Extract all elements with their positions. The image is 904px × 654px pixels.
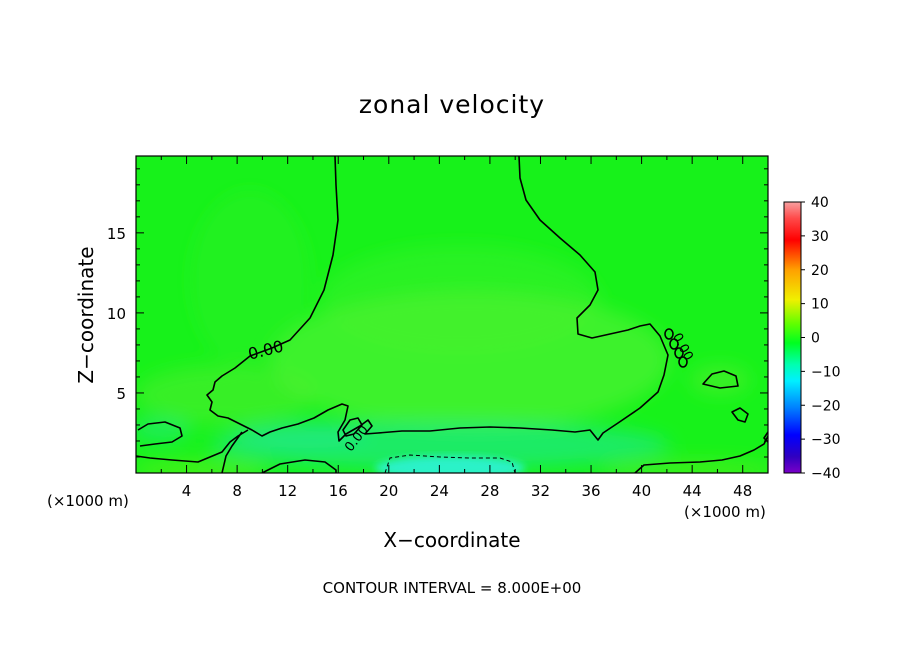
contour-closed-small — [664, 328, 674, 340]
colorbar-tick-label: −30 — [811, 432, 841, 448]
x-axis-label: X−coordinate — [383, 528, 520, 552]
plot-frame — [135, 155, 769, 474]
negative-anomaly — [230, 421, 370, 449]
x-unit-right: (×1000 m) — [684, 503, 766, 521]
contour-closed-small — [678, 356, 688, 368]
colorbar-tick-label: −20 — [811, 398, 841, 414]
positive-anomaly — [136, 460, 270, 473]
x-tick-label: 20 — [379, 482, 398, 500]
colorbar-tick-label: −40 — [811, 466, 841, 482]
x-tick-label: 48 — [733, 482, 752, 500]
contour-right-mid — [731, 407, 749, 423]
contour-bottom-mid — [261, 459, 337, 473]
y-tick-label: 10 — [107, 305, 126, 323]
x-tick-label: 4 — [182, 482, 192, 500]
x-tick-label: 36 — [581, 482, 600, 500]
contour-right-blob — [702, 370, 739, 389]
y-tick-label: 15 — [107, 225, 126, 243]
colorbar-tick-label: 10 — [811, 297, 829, 313]
colorbar-tick-label: 30 — [811, 229, 829, 245]
colorbar-tick-label: −10 — [811, 364, 841, 380]
contour-closed-small — [674, 347, 684, 359]
x-tick-label: 40 — [632, 482, 651, 500]
contour-closed-small — [669, 338, 679, 350]
x-tick-label: 24 — [430, 482, 449, 500]
y-axis-label: Z−coordinate — [74, 246, 98, 383]
contour-center-blob — [342, 417, 363, 437]
colorbar-ticks: 40 30 20 10 0 −10 −20 −30 −40 — [801, 195, 841, 482]
contour-interval-note: CONTOUR INTERVAL = 8.000E+00 — [323, 579, 582, 597]
y-axis-ticks: 5 10 15 — [107, 168, 768, 458]
contour-left-lower — [136, 429, 249, 463]
negative-contour-dashed — [384, 454, 516, 473]
positive-anomaly — [320, 245, 600, 355]
contour-lines — [136, 156, 768, 473]
x-tick-label: 32 — [531, 482, 550, 500]
contour-right-lower — [634, 435, 768, 473]
x-tick-label: 8 — [232, 482, 242, 500]
y-tick-label: 5 — [116, 385, 126, 403]
x-tick-label: 16 — [329, 482, 348, 500]
chart-title: zonal velocity — [359, 90, 545, 119]
x-tick-label: 44 — [683, 482, 702, 500]
x-tick-label: 28 — [480, 482, 499, 500]
x-tick-label: 12 — [278, 482, 297, 500]
zero-contour-main — [206, 156, 669, 442]
core-shading — [375, 456, 525, 473]
colorbar-tick-label: 20 — [811, 263, 829, 279]
contour-left-lobe — [137, 421, 183, 447]
positive-anomaly — [690, 365, 750, 395]
x-axis-ticks: 4 8 12 16 20 24 28 32 36 40 44 48 — [160, 156, 752, 500]
colorbar — [783, 201, 802, 474]
colorbar-tick-label: 0 — [811, 331, 820, 347]
positive-anomaly — [190, 190, 310, 370]
field-plot: 0.00 0.00 0.00 — [136, 156, 768, 473]
x-unit-left: (×1000 m) — [47, 492, 129, 510]
colorbar-tick-label: 40 — [811, 195, 829, 211]
field-shading — [136, 190, 768, 473]
negative-core — [375, 456, 525, 473]
contour-bottom-left — [221, 431, 243, 473]
positive-anomaly — [136, 365, 315, 425]
